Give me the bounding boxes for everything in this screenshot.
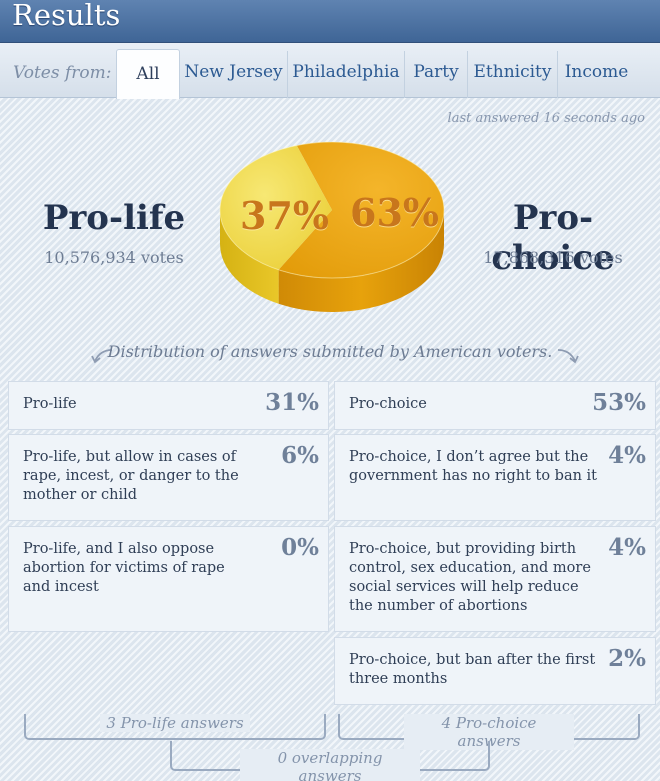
page-title: Results <box>12 0 121 32</box>
answer-percent: 4% <box>608 534 646 561</box>
votes-from-label: Votes from: <box>13 63 112 83</box>
pro-life-vote-count: 10,576,934 votes <box>44 248 184 267</box>
tab-all[interactable]: All <box>116 49 180 99</box>
answer-percent: 2% <box>608 645 646 672</box>
tab-philadelphia[interactable]: Philadelphia <box>287 51 404 98</box>
pie-chart-graphic <box>219 141 445 312</box>
pro-life-answer-1: Pro-life 31% <box>8 381 329 430</box>
tab-income[interactable]: Income <box>557 51 635 98</box>
answer-percent: 53% <box>592 389 646 416</box>
pro-life-bracket <box>24 714 326 740</box>
pie-side-pro-life <box>220 210 279 304</box>
pro-life-heading: Pro-life <box>42 198 186 238</box>
pie-rim <box>219 141 445 279</box>
pro-life-answer-3: Pro-life, and I also oppose abortion for… <box>8 526 329 632</box>
answer-percent: 4% <box>608 442 646 469</box>
answer-text: Pro-choice, I don’t agree but the govern… <box>349 449 598 484</box>
pro-choice-answer-3: Pro-choice, but providing birth control,… <box>334 526 656 632</box>
pro-choice-answer-2: Pro-choice, I don’t agree but the govern… <box>334 434 656 521</box>
pro-choice-vote-count: 17,868,316 votes <box>483 248 623 267</box>
answer-text: Pro-choice <box>349 396 427 412</box>
answer-text: Pro-choice, but ban after the first thre… <box>349 652 596 687</box>
answer-text: Pro-choice, but providing birth control,… <box>349 541 591 614</box>
pro-choice-percent: 63% <box>350 190 439 235</box>
pro-life-answer-2: Pro-life, but allow in cases of rape, in… <box>8 434 329 521</box>
answer-percent: 0% <box>281 534 319 561</box>
answer-text: Pro-life, and I also oppose abortion for… <box>23 541 225 595</box>
overlapping-answers-count: 0 overlapping answers <box>240 749 420 781</box>
last-answered-timestamp: last answered 16 seconds ago <box>447 111 645 126</box>
tab-party[interactable]: Party <box>404 51 467 98</box>
pro-choice-answer-count: 4 Pro-choice answers <box>404 714 574 750</box>
answer-text: Pro-life <box>23 396 77 412</box>
pro-life-answer-count: 3 Pro-life answers <box>100 714 250 732</box>
pro-choice-answer-1: Pro-choice 53% <box>334 381 656 430</box>
pie-side-pro-choice <box>278 210 444 312</box>
distribution-caption: Distribution of answers submitted by Ame… <box>107 342 553 361</box>
pie-slice-pro-life <box>220 145 332 270</box>
answer-percent: 6% <box>281 442 319 469</box>
tab-new-jersey[interactable]: New Jersey <box>184 62 283 82</box>
answer-percent: 31% <box>265 389 319 416</box>
pro-life-percent: 37% <box>240 193 329 238</box>
right-curved-arrow-icon <box>557 349 579 364</box>
left-curved-arrow-icon <box>91 349 113 364</box>
pro-choice-heading: Pro-choice <box>491 198 615 278</box>
votes-from-tabbar: Votes from: All New Jersey Philadelphia … <box>0 43 660 99</box>
pro-choice-answer-4: Pro-choice, but ban after the first thre… <box>334 637 656 705</box>
tab-ethnicity[interactable]: Ethnicity <box>467 51 557 98</box>
pie-slice-pro-choice <box>278 142 444 278</box>
results-pie-chart: 37% 63% <box>212 138 452 318</box>
results-header: Results <box>0 0 660 43</box>
answer-text: Pro-life, but allow in cases of rape, in… <box>23 449 239 503</box>
